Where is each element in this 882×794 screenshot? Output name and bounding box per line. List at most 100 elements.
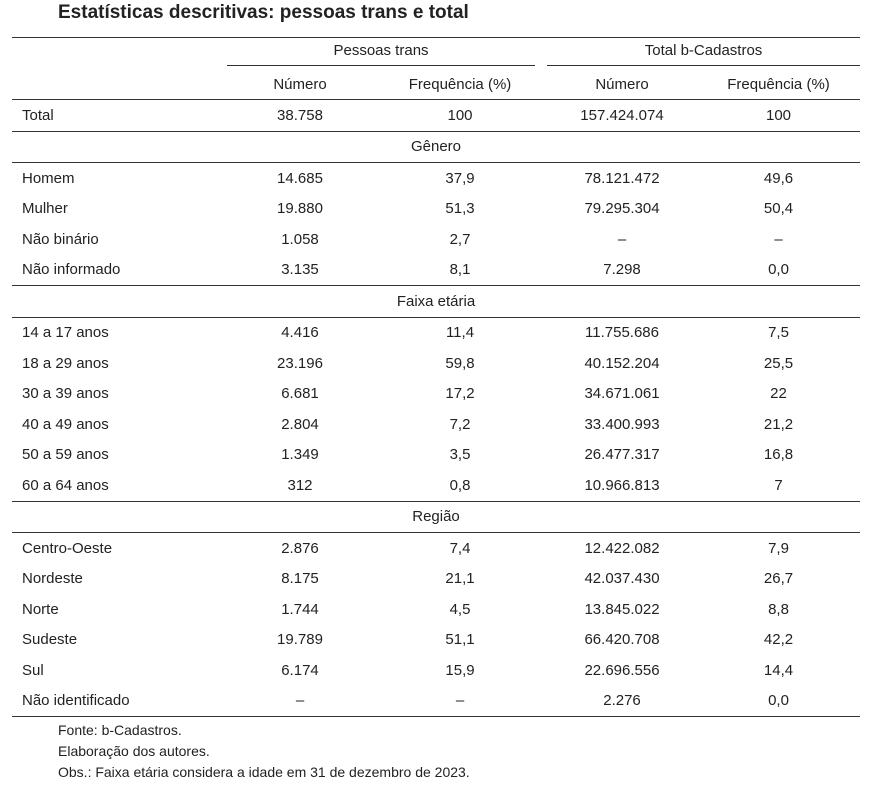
group-header: Pessoas trans <box>227 38 547 70</box>
cell: 40.152.204 <box>584 354 660 372</box>
data-row: Centro-Oeste 2.876 7,4 12.422.082 7,9 <box>12 533 860 564</box>
cell: 13.845.022 <box>584 600 660 618</box>
column-header: Número <box>547 69 698 100</box>
notes: Fonte: b-Cadastros. Elaboração dos autore… <box>58 720 470 783</box>
section-title: Faixa etária <box>12 285 861 318</box>
data-row: Sudeste 19.789 51,1 66.420.708 42,2 <box>12 625 860 656</box>
cell: 3.135 <box>281 261 319 279</box>
cell: 2,7 <box>449 230 471 248</box>
row-label: 50 a 59 anos <box>22 446 109 464</box>
cell: 0,0 <box>768 261 789 279</box>
section-row: Gênero <box>12 130 861 163</box>
cell: 6.174 <box>281 661 319 679</box>
cell: 34.671.061 <box>584 385 660 403</box>
cell: 11.755.686 <box>585 324 659 342</box>
cell: 59,8 <box>445 354 475 372</box>
cell: 78.121.472 <box>584 169 660 187</box>
row-label: Total <box>22 106 54 124</box>
cell: 1.744 <box>281 600 319 618</box>
cell: 42.037.430 <box>584 570 660 588</box>
cell: 7,9 <box>768 539 789 557</box>
cell: 22 <box>770 385 787 403</box>
row-label: Norte <box>22 600 59 618</box>
cell: 51,1 <box>445 631 475 649</box>
section-row: Faixa etária <box>12 285 861 318</box>
cell: 12.422.082 <box>584 539 660 557</box>
cell: 0,0 <box>768 692 789 710</box>
cell: 8,1 <box>449 261 471 279</box>
data-row: Total 38.758 100 157.424.074 100 <box>12 100 860 132</box>
cell: 79.295.304 <box>584 200 660 218</box>
column-header: Frequência (%) <box>373 69 548 100</box>
data-row: 50 a 59 anos 1.349 3,5 26.477.317 16,8 <box>12 440 860 471</box>
cell: 1.349 <box>281 446 319 464</box>
cell: 2.804 <box>281 415 319 433</box>
cell: 100 <box>766 106 792 124</box>
title: Estatísticas descritivas: pessoas trans … <box>58 2 469 23</box>
cell: 21,2 <box>763 415 794 433</box>
row-label: Sul <box>22 661 44 679</box>
cell: 49,6 <box>763 169 794 187</box>
row-label: Centro-Oeste <box>22 539 113 557</box>
cell: 0,8 <box>449 476 471 494</box>
section-title: Região <box>12 500 861 533</box>
data-row: 18 a 29 anos 23.196 59,8 40.152.204 25,5 <box>12 348 860 379</box>
section-row: Região <box>12 500 861 533</box>
cell: 26.477.317 <box>584 446 660 464</box>
data-row: Sul 6.174 15,9 22.696.556 14,4 <box>12 655 860 686</box>
cell: 25,5 <box>763 354 794 372</box>
row-label: Não binário <box>22 230 99 248</box>
cell: 26,7 <box>763 570 794 588</box>
data-row: 40 a 49 anos 2.804 7,2 33.400.993 21,2 <box>12 409 860 440</box>
cell: 7.298 <box>603 261 641 279</box>
row-label: 40 a 49 anos <box>22 415 109 433</box>
cell: 19.880 <box>277 200 323 218</box>
stats-table: Pessoas trans Total b-Cadastros Número F… <box>12 37 861 717</box>
cell: 10.966.813 <box>584 476 660 494</box>
cell: 38.758 <box>277 106 323 124</box>
cell: 6.681 <box>281 385 319 403</box>
cell: 1.058 <box>281 230 319 248</box>
cell: 4.416 <box>281 324 319 342</box>
blank-cell <box>12 38 227 70</box>
cell: 7,4 <box>449 539 471 557</box>
group-label: Pessoas trans <box>227 42 536 66</box>
cell: 23.196 <box>277 354 323 372</box>
column-header: Número <box>227 69 373 100</box>
data-row: Não informado 3.135 8,1 7.298 0,0 <box>12 255 860 286</box>
note: Obs.: Faixa etária considera a idade em … <box>58 764 470 780</box>
cell: 66.420.708 <box>584 631 660 649</box>
cell: 312 <box>287 476 313 494</box>
data-row: Norte 1.744 4,5 13.845.022 8,8 <box>12 594 860 625</box>
cell: 19.789 <box>277 631 323 649</box>
note: Elaboração dos autores. <box>58 743 210 759</box>
cell: – <box>455 692 465 710</box>
table-head: Pessoas trans Total b-Cadastros Número F… <box>12 38 861 100</box>
row-label: Não informado <box>22 261 121 279</box>
data-row: Nordeste 8.175 21,1 42.037.430 26,7 <box>12 564 860 595</box>
row-label: 60 a 64 anos <box>22 476 109 494</box>
column-row: Número Frequência (%) Número Frequência … <box>12 69 861 100</box>
row-label: Mulher <box>22 200 68 218</box>
data-row: Não identificado – – 2.276 0,0 <box>12 686 860 717</box>
cell: – <box>295 692 305 710</box>
row-label: 14 a 17 anos <box>22 324 109 342</box>
cell: 14,4 <box>763 661 794 679</box>
cell: 2.876 <box>281 539 319 557</box>
row-label: 18 a 29 anos <box>22 354 109 372</box>
cell: 8.175 <box>281 570 319 588</box>
cell: 4,5 <box>449 600 471 618</box>
cell: 14.685 <box>277 169 323 187</box>
cell: 50,4 <box>763 200 794 218</box>
data-row: Mulher 19.880 51,3 79.295.304 50,4 <box>12 194 860 225</box>
row-label: Não identificado <box>22 692 130 710</box>
group-header: Total b-Cadastros <box>547 38 861 70</box>
note: Fonte: b-Cadastros. <box>58 722 182 738</box>
cell: 33.400.993 <box>584 415 660 433</box>
cell: 2.276 <box>603 692 641 710</box>
cell: 42,2 <box>763 631 794 649</box>
table-body: Total 38.758 100 157.424.074 100 Gênero Homem 1… <box>12 100 861 717</box>
group-label: Total b-Cadastros <box>547 42 861 66</box>
cell: 11,4 <box>445 324 475 342</box>
